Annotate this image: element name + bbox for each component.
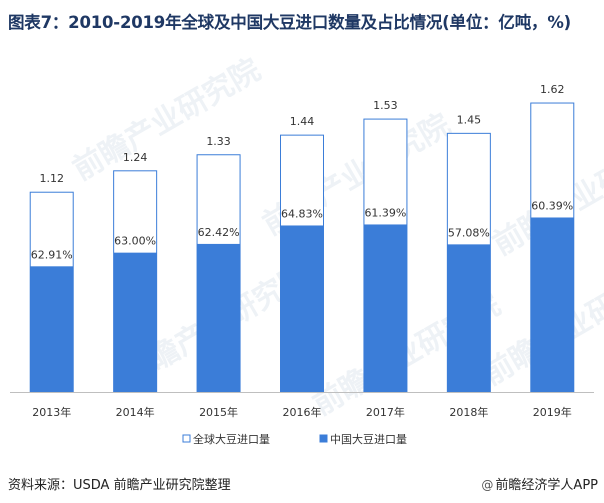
bar-china-2014年: [113, 252, 157, 392]
share-label-china: 57.08%: [448, 226, 490, 239]
value-label-global: 1.53: [373, 99, 398, 112]
legend-global-label: 全球大豆进口量: [193, 432, 270, 446]
brand-credit: @ 前瞻经济学人APP: [481, 474, 598, 493]
share-label-china: 63.00%: [114, 235, 156, 248]
bar-china-2018年: [447, 244, 491, 392]
bar-china-2017年: [363, 224, 407, 392]
value-label-global: 1.44: [290, 115, 315, 128]
x-tick-label: 2016年: [283, 405, 322, 419]
chart-legend: 全球大豆进口量 中国大豆进口量: [182, 432, 407, 446]
value-label-global: 1.33: [206, 135, 231, 148]
x-tick-label: 2015年: [199, 405, 238, 419]
x-tick-label: 2013年: [32, 405, 71, 419]
x-tick-label: 2017年: [366, 405, 405, 419]
bar-china-2013年: [30, 266, 74, 392]
share-label-china: 62.42%: [198, 226, 240, 239]
chart-title: 图表7：2010-2019年全球及中国大豆进口数量及占比情况(单位：亿吨，%): [8, 13, 571, 32]
share-label-china: 61.39%: [364, 206, 406, 219]
legend-china-label: 中国大豆进口量: [330, 432, 407, 446]
share-label-china: 60.39%: [531, 199, 573, 212]
bar-china-2016年: [280, 225, 324, 392]
bar-china-2015年: [197, 243, 241, 392]
bar-china-2019年: [530, 217, 574, 392]
value-label-global: 1.45: [457, 113, 482, 126]
share-label-china: 64.83%: [281, 207, 323, 220]
x-tick-label: 2018年: [449, 405, 488, 419]
share-label-china: 62.91%: [31, 248, 73, 261]
value-label-global: 1.24: [123, 151, 148, 164]
brand-label: 前瞻经济学人APP: [495, 478, 598, 493]
legend-global-swatch: [182, 434, 191, 443]
x-tick-label: 2014年: [116, 405, 155, 419]
legend-china-swatch: [319, 434, 328, 443]
at-icon: @: [481, 478, 494, 492]
x-tick-label: 2019年: [533, 405, 572, 419]
value-label-global: 1.12: [39, 172, 64, 185]
source-note: 资料来源：USDA 前瞻产业研究院整理: [8, 478, 231, 493]
value-label-global: 1.62: [540, 83, 565, 96]
